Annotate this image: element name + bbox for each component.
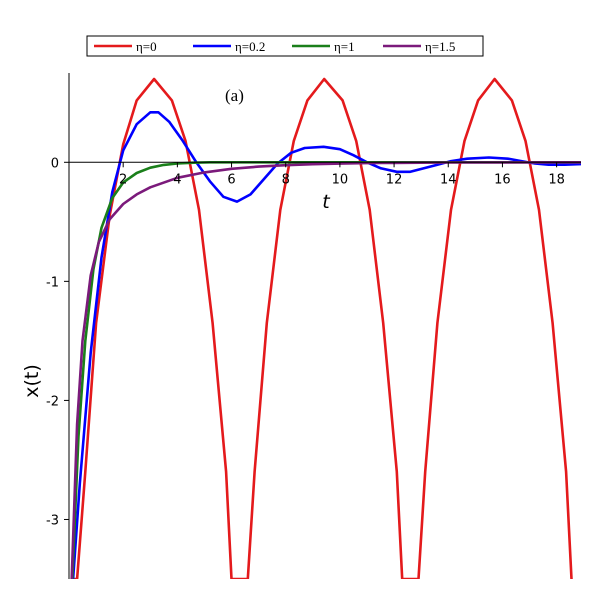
series-line-2 bbox=[71, 161, 581, 579]
x-axis-label: t bbox=[322, 191, 331, 213]
y-tick-label-3: -3 bbox=[46, 513, 59, 528]
panel-annotation: (a) bbox=[225, 86, 244, 105]
legend-item-1: η=0.2 bbox=[193, 39, 265, 54]
x-tick-label-2: 6 bbox=[227, 172, 235, 187]
legend-label-3: η=1.5 bbox=[425, 39, 455, 54]
x-tick-label-1: 4 bbox=[173, 172, 181, 187]
legend-item-0: η=0 bbox=[94, 39, 157, 54]
x-tick-label-4: 10 bbox=[332, 172, 349, 187]
legend-box bbox=[86, 35, 484, 57]
series-line-0 bbox=[70, 77, 573, 579]
legend-item-2: η=1 bbox=[292, 39, 355, 54]
series-line-1 bbox=[71, 111, 581, 579]
x-tick-label-8: 18 bbox=[548, 172, 565, 187]
legend-label-1: η=0.2 bbox=[235, 39, 265, 54]
y-axis-label: x(t) bbox=[21, 364, 43, 398]
y-tick-label-1: -1 bbox=[46, 275, 59, 290]
legend: η=0 η=0.2 η=1 η=1.5 bbox=[86, 35, 484, 57]
series-layer bbox=[70, 77, 581, 579]
legend-label-2: η=1 bbox=[334, 39, 355, 54]
y-tick-label-0: 0 bbox=[51, 156, 59, 171]
x-tick-label-5: 12 bbox=[386, 172, 403, 187]
x-tick-label-6: 14 bbox=[440, 172, 457, 187]
x-tick-label-3: 8 bbox=[282, 172, 290, 187]
y-tick-label-2: -2 bbox=[46, 394, 59, 409]
x-tick-label-0: 2 bbox=[119, 172, 127, 187]
legend-label-0: η=0 bbox=[136, 39, 157, 54]
axes: 2 4 6 8 10 12 14 16 18 0 -1 -2 -3 bbox=[46, 73, 581, 579]
legend-item-3: η=1.5 bbox=[383, 39, 455, 54]
x-tick-label-7: 16 bbox=[494, 172, 511, 187]
series-line-3 bbox=[70, 161, 581, 579]
